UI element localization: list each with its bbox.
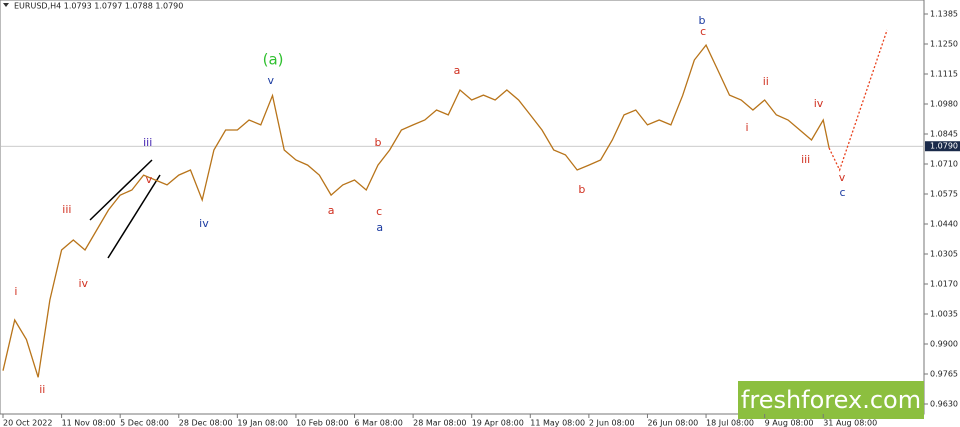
y-tick-label: 0.9765: [930, 370, 958, 379]
wave-label: a: [328, 204, 335, 217]
watermark: freshforex.com: [741, 386, 921, 414]
wave-label: iii: [801, 153, 810, 166]
wave-label: v: [839, 171, 846, 184]
y-tick-label: 1.1385: [930, 10, 958, 19]
x-tick-label: 18 Jul 08:00: [706, 419, 754, 427]
x-tick-label: 26 Jun 08:00: [647, 419, 698, 427]
wave-label: b: [374, 136, 381, 149]
x-tick-label: 2 Jun 08:00: [589, 419, 635, 427]
wave-label: v: [267, 74, 274, 87]
y-tick-label: 1.1250: [930, 40, 958, 49]
wave-label: i: [746, 121, 749, 134]
x-tick-label: 28 Dec 08:00: [179, 419, 233, 427]
y-tick-label: 1.0035: [930, 310, 958, 319]
x-tick-label: 19 Apr 08:00: [472, 419, 524, 427]
wave-label: iii: [62, 203, 71, 216]
price-series: [828, 29, 888, 172]
y-tick-label: 1.0170: [930, 280, 958, 289]
y-tick-label: 0.9900: [930, 340, 958, 349]
header: EURUSD,H4 1.0793 1.0797 1.0788 1.0790: [14, 2, 183, 11]
price-tag-bg: [925, 141, 960, 152]
wave-label: c: [376, 205, 382, 218]
y-tick-label: 1.0980: [930, 100, 958, 109]
wave-label: iv: [199, 217, 209, 230]
x-tick-label: 6 Mar 08:00: [355, 419, 403, 427]
x-tick-label: 9 Aug 08:00: [765, 419, 814, 427]
y-tick-label: 1.0305: [930, 250, 958, 259]
x-tick-label: 10 Feb 08:00: [296, 419, 348, 427]
wave-label: i: [14, 285, 17, 298]
dropdown-icon: [3, 3, 9, 7]
wave-label: c: [700, 25, 706, 38]
x-tick-label: 28 Mar 08:00: [413, 419, 466, 427]
wave-label: iii: [143, 136, 152, 149]
wave-label: b: [578, 183, 585, 196]
y-tick-label: 1.0845: [930, 130, 958, 139]
wave-label: iv: [78, 277, 88, 290]
y-tick-label: 1.0575: [930, 190, 958, 199]
wave-label: iv: [814, 97, 824, 110]
wave-label: a: [454, 64, 461, 77]
price-tag: 1.0790: [930, 142, 958, 151]
x-tick-label: 11 May 08:00: [530, 419, 585, 427]
x-tick-label: 31 Aug 08:00: [823, 419, 877, 427]
channel-line: [89, 159, 153, 221]
wave-label: ii: [39, 383, 45, 396]
x-tick-label: 11 Nov 08:00: [62, 419, 116, 427]
y-tick-label: 1.0710: [930, 160, 958, 169]
wave-label: a: [376, 221, 383, 234]
y-tick-label: 0.9630: [930, 400, 958, 409]
plot-frame: [0, 0, 925, 415]
x-tick-label: 19 Jan 08:00: [237, 419, 288, 427]
wave-label: (a): [263, 51, 284, 69]
y-tick-label: 1.1115: [930, 70, 958, 79]
x-tick-label: 20 Oct 2022: [3, 419, 52, 427]
channel-line: [107, 174, 161, 259]
watermark-box: [738, 381, 924, 419]
wave-label: ii: [763, 75, 769, 88]
y-tick-label: 1.0440: [930, 220, 958, 229]
wave-label: v: [146, 173, 153, 186]
price-series: [2, 43, 830, 378]
wave-label: c: [840, 186, 846, 199]
x-tick-label: 5 Dec 08:00: [120, 419, 169, 427]
wave-label: b: [698, 14, 705, 27]
